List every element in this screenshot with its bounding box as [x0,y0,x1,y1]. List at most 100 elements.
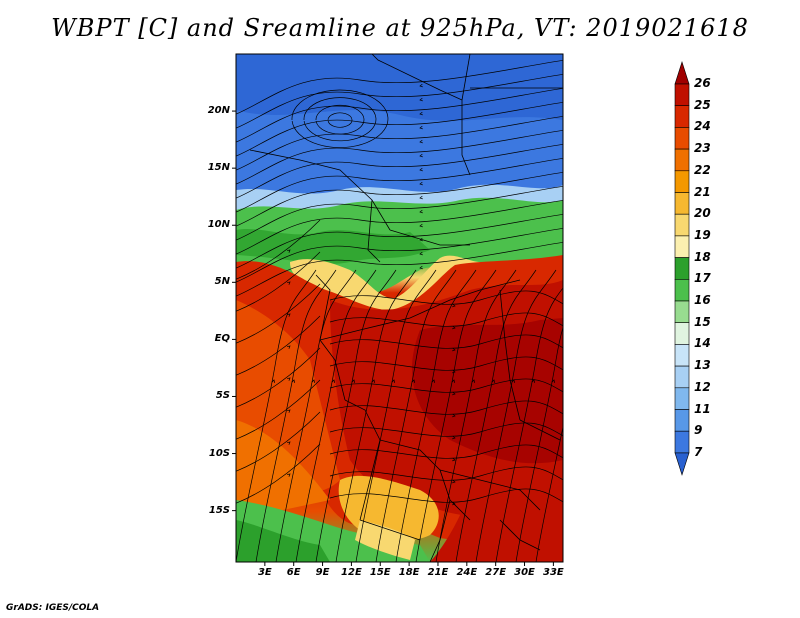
streamline-arrow [419,125,423,130]
streamline-arrow [452,413,456,418]
streamline-arrow [419,195,423,200]
lat-label: 15S [208,504,230,516]
streamline [303,97,377,142]
streamline-arrow [286,281,291,285]
colorbar-swatch [674,409,690,432]
streamlines [236,59,575,562]
colorbar-label: 14 [694,336,711,351]
colorbar-label: 24 [694,119,711,134]
streamline [275,269,357,562]
streamline [236,87,563,143]
streamline [236,347,321,408]
colorbar-swatch [674,344,690,367]
streamline [236,213,563,269]
lon-label: 12E [341,567,362,578]
streamline [236,157,563,213]
streamline-arrow [452,501,456,506]
colorbar-label: 13 [694,358,711,373]
streamline [475,269,557,562]
lon-label: 3E [257,567,272,578]
streamline [315,269,397,562]
lon-label: 6E [286,567,301,578]
streamline-arrow [452,325,456,330]
streamline [236,251,321,312]
colorbar-label: 16 [694,293,711,307]
lon-label: 21E [427,567,449,578]
streamline [329,334,563,349]
colorbar-top-triangle [674,61,690,85]
streamline [236,379,321,440]
streamline [236,101,563,157]
lon-label: 27E [485,567,507,578]
streamline-arrow [419,111,423,116]
streamline [236,199,563,255]
colorbar-label: 23 [694,141,711,156]
streamline [455,269,537,562]
colorbar-label: 26 [694,76,711,90]
footer-credit: GrADS: IGES/COLA [6,603,100,613]
streamline [236,443,321,504]
streamline-arrow [551,379,556,383]
chart-title: WBPT [C] and Sreamline at 925hPa, VT: 20… [51,14,749,42]
lat-label: 5N [214,276,230,288]
streamline-arrow [431,379,436,383]
streamline [329,290,563,305]
streamline-arrow [286,249,291,253]
colorbar-label: 9 [694,423,703,438]
streamline-arrow [452,435,456,440]
streamline-arrow [311,379,316,383]
streamline [295,269,377,562]
colorbar [674,61,690,476]
colorbar-swatch [674,105,690,128]
colorbar-swatch [674,148,690,172]
colorbar-label: 22 [694,162,711,177]
streamline-arrow [531,379,536,383]
streamline-arrow [452,457,456,462]
streamline-arrow [452,391,456,396]
streamline-arrow [286,377,291,381]
colorbar-label: 18 [694,249,711,264]
streamline-arrow [271,379,276,383]
colorbar-label: 11 [694,401,711,416]
colorbar-swatch [674,192,690,215]
streamline-arrow [452,347,456,352]
colorbar-swatch [674,300,690,324]
colorbar-swatch [674,170,690,193]
streamline-arrow [419,209,423,214]
streamline [375,269,457,562]
streamline [236,241,563,297]
streamline-arrow [411,379,416,383]
streamline [236,283,321,344]
streamline-arrow [419,181,423,186]
temperature-field [236,54,575,562]
streamline [335,269,417,562]
streamline-arrow [291,379,296,383]
streamline [329,422,563,437]
streamline-arrow [286,313,291,317]
lat-label: 20N [207,105,230,117]
lat-ticks [232,110,236,512]
streamline [236,185,563,241]
colorbar-swatch [674,322,690,345]
lon-label: 30E [514,567,535,578]
lat-label: 15N [207,162,230,174]
streamline [236,171,563,227]
streamline-arrow [572,380,575,383]
colorbar-swatch [674,365,690,389]
colorbar-swatch [674,213,690,237]
streamline-arrow [451,379,456,383]
streamline [236,115,563,171]
lat-label: 5S [215,390,230,402]
streamline [236,227,563,283]
colorbar-swatch [674,430,690,454]
streamline-arrow [491,379,496,383]
streamline-arrow [419,97,423,102]
lon-label: 24E [456,567,478,578]
streamline [329,488,563,503]
streamline [329,466,563,481]
streamline [236,219,321,280]
streamline-arrow [371,379,376,383]
streamline-arrow [471,379,476,383]
colorbar-swatch [674,83,690,107]
